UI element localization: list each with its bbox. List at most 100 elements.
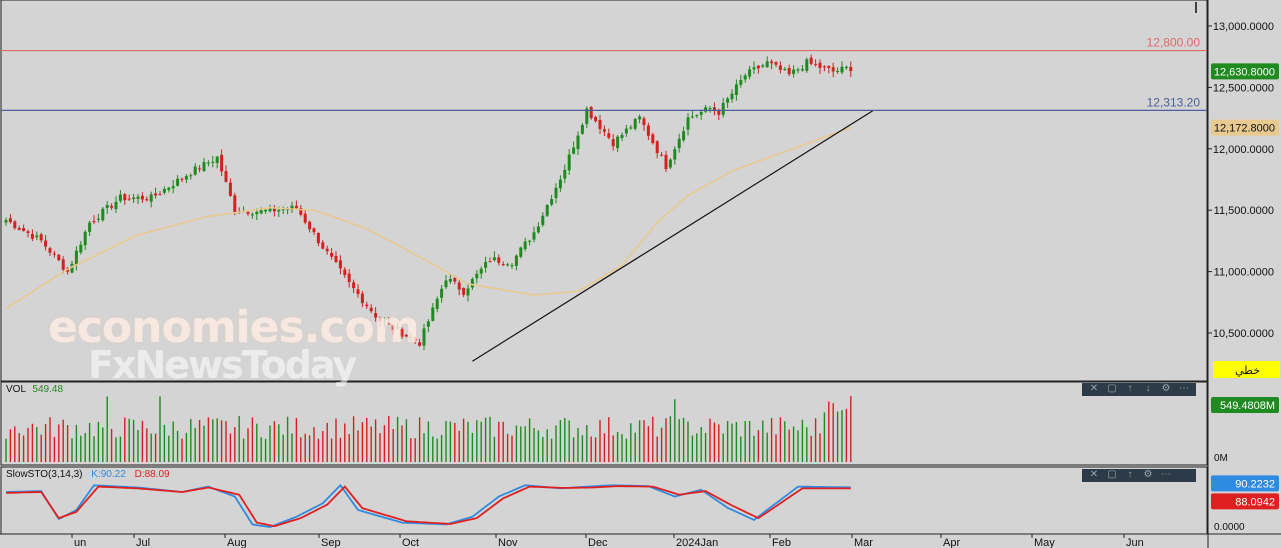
main-price-panel: 12,800.00 12,313.20 <box>0 0 1208 382</box>
volume-bar <box>546 429 548 462</box>
volume-bar <box>515 425 518 462</box>
candle-body <box>708 108 712 110</box>
candle-body <box>770 61 774 64</box>
volume-bar <box>652 416 654 462</box>
candle-body <box>765 61 769 68</box>
candle-body <box>624 128 628 134</box>
volume-bar <box>220 420 223 462</box>
volume-bar <box>634 432 636 462</box>
candle-body <box>277 210 281 212</box>
candle-body <box>620 134 624 139</box>
candle-body <box>382 321 386 323</box>
stoch-k-tag: 90.2232 <box>1235 478 1275 490</box>
volume-bar <box>603 433 606 462</box>
volume-bar <box>784 421 786 462</box>
volume-bar <box>97 421 100 462</box>
x-tick-label: Sep <box>321 537 341 548</box>
candle-body <box>558 179 562 189</box>
maximize-icon[interactable]: ▢ <box>1107 383 1117 394</box>
close-icon[interactable]: ✕ <box>1089 469 1099 480</box>
volume-bar <box>31 423 34 462</box>
candle-body <box>752 67 756 70</box>
volume-bar <box>418 417 421 462</box>
candle-body <box>673 149 677 160</box>
volume-value: 549.48 <box>32 384 64 395</box>
volume-bar <box>625 438 628 462</box>
volume-bar <box>454 422 456 462</box>
candle-body <box>730 93 734 100</box>
moving-average-line <box>5 126 852 310</box>
volume-bar <box>361 422 364 462</box>
volume-bar <box>405 419 408 462</box>
candle-body <box>563 169 567 179</box>
volume-bar <box>533 428 535 462</box>
candle-body <box>365 304 369 307</box>
candle-body <box>184 176 188 180</box>
candle-body <box>198 168 202 170</box>
volume-bar <box>53 436 56 462</box>
candle-body <box>457 282 461 290</box>
candle-body <box>303 213 307 223</box>
candle-body <box>96 218 100 220</box>
volume-bar <box>172 421 174 462</box>
more-options-icon[interactable]: ⋯ <box>1161 469 1171 480</box>
volume-bar <box>154 433 157 462</box>
candle-body <box>660 154 664 156</box>
volume-bar <box>352 416 355 462</box>
x-tick-label: Jul <box>136 537 150 548</box>
candle-body <box>264 209 268 212</box>
volume-bar <box>304 433 306 462</box>
candle-body <box>800 69 804 71</box>
candle-body <box>440 288 444 298</box>
volume-bar <box>146 428 148 462</box>
candle-body <box>211 161 215 163</box>
candle-body <box>294 205 298 209</box>
candle-body <box>70 263 74 273</box>
candle-body <box>690 116 694 118</box>
candle-body <box>409 337 413 339</box>
volume-bar <box>229 433 232 462</box>
candle-body <box>299 208 303 215</box>
candle-body <box>228 182 232 196</box>
candle-body <box>510 265 514 267</box>
move-up-icon[interactable]: ↑ <box>1127 383 1133 394</box>
maximize-icon[interactable]: ▢ <box>1107 469 1117 480</box>
x-tick-label: 2024Jan <box>676 537 718 548</box>
volume-bar <box>498 421 500 462</box>
volume-bar <box>414 438 416 462</box>
candle-body <box>422 328 426 346</box>
volume-bar <box>665 418 667 462</box>
candle-body <box>651 134 655 144</box>
volume-bar <box>427 421 430 462</box>
candle-body <box>739 79 743 85</box>
more-options-icon[interactable]: ⋯ <box>1179 383 1189 394</box>
volume-bar <box>779 417 782 462</box>
move-up-icon[interactable]: ↑ <box>1127 469 1133 480</box>
volume-bar <box>300 437 302 462</box>
candle-body <box>695 115 699 117</box>
volume-bar <box>678 419 680 462</box>
move-down-icon[interactable]: ↓ <box>1145 383 1151 394</box>
candle-body <box>88 222 92 232</box>
ma-tag: 12,172.8000 <box>1214 123 1275 135</box>
volume-bar <box>740 436 742 462</box>
volume-bar <box>581 435 584 462</box>
settings-gear-icon[interactable]: ⚙ <box>1161 383 1171 394</box>
settings-gear-icon[interactable]: ⚙ <box>1143 469 1153 480</box>
volume-panel-frame <box>0 381 1208 466</box>
volume-bar <box>792 426 795 462</box>
volume-bar <box>621 434 623 462</box>
candle-body <box>686 117 690 130</box>
candle-body <box>369 307 373 312</box>
volume-bar <box>832 403 834 462</box>
candle-body <box>704 107 708 112</box>
candle-body <box>321 242 325 249</box>
candle-body <box>17 227 21 230</box>
volume-bar <box>577 428 579 462</box>
close-icon[interactable]: ✕ <box>1089 383 1099 394</box>
stoch-label: SlowSTO(3,14,3) <box>6 469 83 480</box>
volume-bar <box>242 438 245 462</box>
volume-panel-toolbar: ✕ ▢ ↑ ↓ ⚙ ⋯ <box>1082 383 1196 396</box>
candle-body <box>532 232 536 240</box>
candle-body <box>712 107 716 111</box>
